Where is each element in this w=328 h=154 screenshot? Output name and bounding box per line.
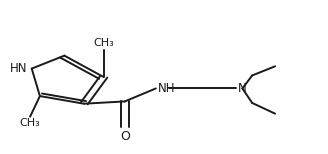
Text: N: N: [237, 82, 246, 95]
Text: CH₃: CH₃: [20, 118, 40, 128]
Text: NH: NH: [157, 82, 175, 95]
Text: O: O: [120, 130, 130, 143]
Text: CH₃: CH₃: [93, 38, 114, 48]
Text: HN: HN: [10, 62, 28, 75]
